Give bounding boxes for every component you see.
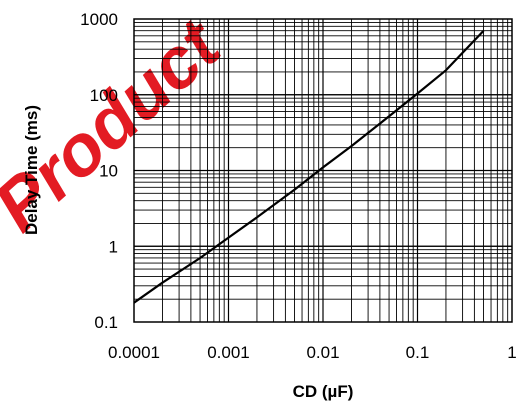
y-tick-label: 10 bbox=[99, 162, 118, 181]
x-axis-title: CD (µF) bbox=[293, 382, 354, 401]
x-tick-label: 1 bbox=[507, 343, 516, 362]
y-tick-label: 1000 bbox=[80, 10, 118, 29]
chart-grid bbox=[134, 19, 512, 322]
x-tick-label: 0.0001 bbox=[108, 343, 160, 362]
plot-frame bbox=[133, 18, 513, 323]
x-tick-label: 0.001 bbox=[207, 343, 250, 362]
x-tick-label: 0.1 bbox=[406, 343, 430, 362]
y-tick-label: 100 bbox=[90, 86, 118, 105]
y-axis-title: Delay Time (ms) bbox=[22, 105, 41, 235]
x-tick-label: 0.01 bbox=[306, 343, 339, 362]
y-tick-labels: 0.1 1 10 100 1000 bbox=[80, 10, 118, 332]
series-layer bbox=[133, 29, 485, 304]
series-line bbox=[133, 29, 485, 304]
y-tick-label: 0.1 bbox=[94, 313, 118, 332]
y-tick-label: 1 bbox=[109, 237, 118, 256]
x-tick-labels: 0.0001 0.001 0.01 0.1 1 bbox=[108, 343, 517, 362]
